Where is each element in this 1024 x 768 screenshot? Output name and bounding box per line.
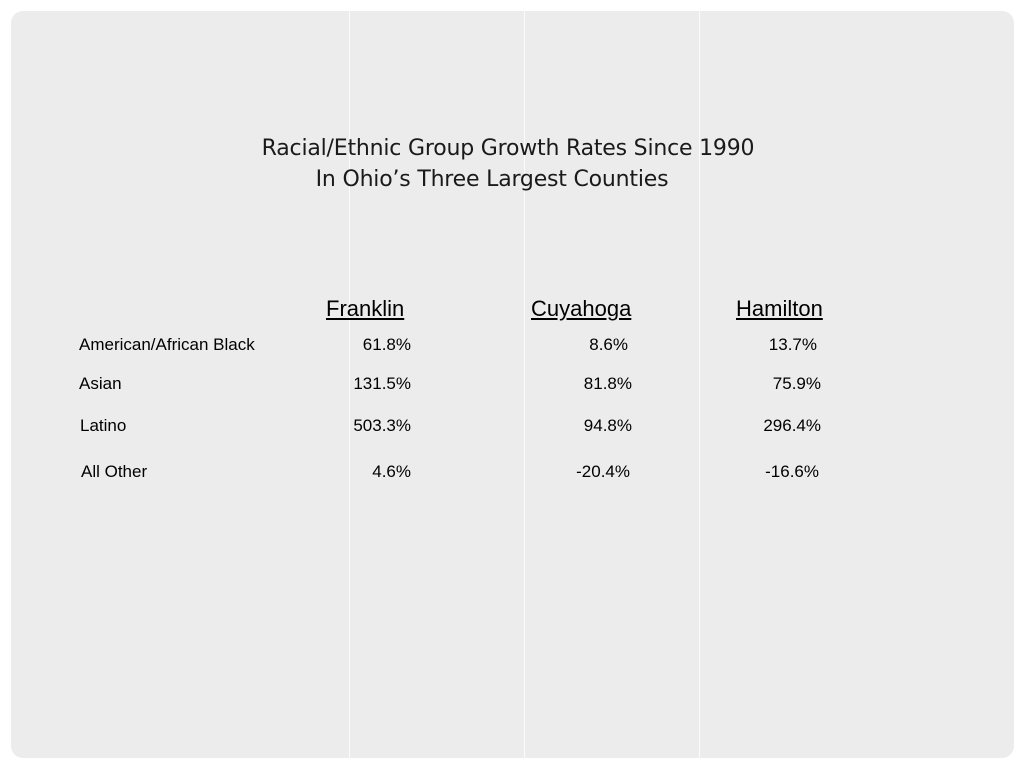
cell-asian-franklin: 131.5% <box>353 374 411 393</box>
cell-black-cuyahoga: 8.6% <box>589 335 628 354</box>
cell-black-hamilton: 13.7% <box>768 335 817 354</box>
slide: Racial/Ethnic Group Growth Rates Since 1… <box>11 11 1014 758</box>
row-label-american-african-black: American/African Black <box>79 335 255 354</box>
cell-latino-cuyahoga: 94.8% <box>583 416 632 435</box>
row-label-asian: Asian <box>79 374 122 393</box>
slide-title-line-1: Racial/Ethnic Group Growth Rates Since 1… <box>261 136 755 161</box>
column-header-cuyahoga: Cuyahoga <box>531 296 632 321</box>
cell-other-cuyahoga: -20.4% <box>576 462 630 481</box>
column-header-hamilton: Hamilton <box>736 296 823 321</box>
slide-divider-line <box>524 11 525 758</box>
cell-other-franklin: 4.6% <box>372 462 411 481</box>
row-label-all-other: All Other <box>81 462 148 481</box>
slide-divider-line <box>349 11 350 758</box>
cell-other-hamilton: -16.6% <box>765 462 819 481</box>
cell-asian-hamilton: 75.9% <box>772 374 821 393</box>
cell-latino-hamilton: 296.4% <box>763 416 821 435</box>
slide-title-line-2: In Ohio’s Three Largest Counties <box>315 167 669 192</box>
row-label-latino: Latino <box>80 416 127 435</box>
cell-black-franklin: 61.8% <box>362 335 411 354</box>
cell-latino-franklin: 503.3% <box>353 416 411 435</box>
cell-asian-cuyahoga: 81.8% <box>583 374 632 393</box>
slide-divider-line <box>699 11 700 758</box>
column-header-franklin: Franklin <box>326 296 405 321</box>
